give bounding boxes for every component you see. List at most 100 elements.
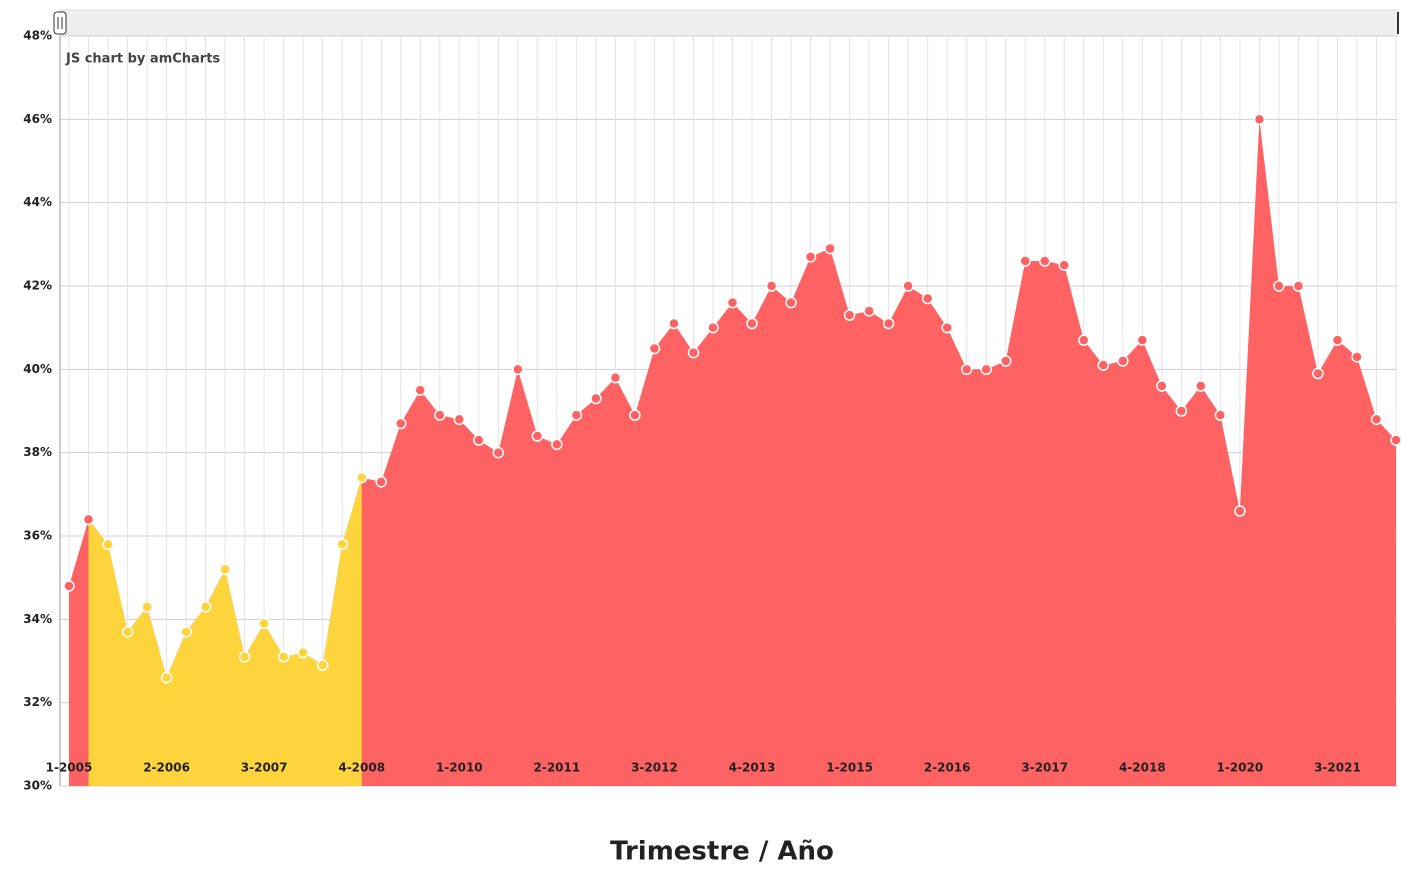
- x-tick-label: 2-2011: [534, 761, 581, 775]
- x-tick-label: 2-2006: [143, 761, 190, 775]
- area: [69, 119, 1396, 787]
- point: [63, 580, 75, 592]
- point: [1273, 280, 1285, 292]
- point: [1058, 259, 1070, 271]
- point: [512, 363, 524, 376]
- plot: [63, 113, 1401, 787]
- point: [785, 296, 797, 309]
- point: [843, 309, 856, 321]
- point: [609, 371, 622, 384]
- y-tick-label: 38%: [23, 445, 52, 459]
- point: [1331, 334, 1344, 346]
- point: [941, 321, 953, 334]
- x-tick-label: 4-2013: [729, 761, 776, 775]
- point: [102, 538, 114, 551]
- point: [258, 617, 270, 630]
- point: [746, 317, 758, 330]
- point: [1370, 413, 1383, 426]
- y-tick-label: 44%: [23, 195, 52, 209]
- credit: JS chart by amCharts: [65, 52, 220, 67]
- y-tick-label: 30%: [23, 779, 52, 793]
- point: [726, 296, 739, 309]
- point: [1351, 351, 1363, 363]
- scrollbar-grip[interactable]: [53, 11, 67, 35]
- point: [473, 434, 485, 446]
- y-tick-label: 40%: [23, 362, 52, 376]
- point: [1019, 255, 1031, 267]
- point: [414, 384, 427, 396]
- point: [921, 292, 934, 305]
- x-tick-label: 1-2015: [826, 761, 873, 775]
- point: [1097, 359, 1110, 371]
- point: [551, 438, 563, 451]
- point: [590, 392, 602, 405]
- y-tick-label: 32%: [23, 695, 52, 709]
- scrollbar[interactable]: [59, 9, 1399, 37]
- point: [219, 563, 231, 576]
- point: [141, 601, 153, 613]
- point: [1078, 334, 1090, 346]
- point: [1312, 367, 1324, 380]
- point: [668, 317, 680, 330]
- point: [1214, 409, 1227, 421]
- point: [882, 317, 895, 330]
- x-tick-label: 1-2020: [1217, 761, 1264, 775]
- point: [375, 476, 387, 488]
- point: [765, 280, 778, 292]
- point: [1195, 380, 1207, 392]
- point: [336, 538, 348, 551]
- x-tick-label: 3-2021: [1314, 761, 1361, 775]
- y-tick-label: 36%: [23, 529, 52, 543]
- point: [453, 413, 466, 426]
- point: [180, 626, 192, 638]
- point: [1156, 380, 1168, 392]
- point: [1175, 405, 1188, 417]
- point: [980, 363, 992, 376]
- x-tick-label: 4-2018: [1119, 761, 1166, 775]
- point: [1390, 434, 1401, 446]
- y-tick-label: 46%: [23, 112, 52, 126]
- point: [824, 242, 836, 255]
- point: [570, 409, 583, 421]
- y-tick-label: 42%: [23, 279, 52, 293]
- point: [297, 646, 309, 659]
- point: [1253, 113, 1266, 126]
- point: [531, 430, 544, 442]
- point: [687, 346, 700, 359]
- point: [199, 601, 212, 613]
- point: [121, 626, 134, 638]
- point: [434, 409, 446, 421]
- x-tick-label: 4-2008: [338, 761, 385, 775]
- point: [1117, 355, 1129, 367]
- point: [316, 659, 329, 671]
- point: [902, 280, 914, 292]
- x-tick-label: 1-2005: [46, 761, 93, 775]
- point: [1038, 255, 1051, 267]
- x-tick-label: 3-2017: [1021, 761, 1068, 775]
- point: [355, 471, 368, 484]
- point: [648, 342, 661, 355]
- x-tick-label: 2-2016: [924, 761, 971, 775]
- point: [999, 355, 1012, 367]
- y-tick-label: 48%: [23, 29, 52, 43]
- point: [492, 446, 505, 459]
- point: [1234, 505, 1246, 517]
- point: [1292, 280, 1305, 292]
- x-axis-title: Trimestre / Año: [610, 837, 834, 867]
- point: [707, 321, 719, 334]
- y-tick-label: 34%: [23, 612, 52, 626]
- point: [960, 363, 973, 376]
- point: [238, 651, 251, 663]
- point: [1136, 334, 1149, 346]
- point: [82, 513, 95, 526]
- x-tick-label: 3-2012: [631, 761, 678, 775]
- point: [863, 305, 875, 317]
- point: [160, 671, 173, 684]
- point: [804, 251, 817, 263]
- area-highlight: [88, 477, 362, 786]
- point: [277, 651, 290, 663]
- x-tick-label: 1-2010: [436, 761, 483, 775]
- x-tick-label: 3-2007: [241, 761, 288, 775]
